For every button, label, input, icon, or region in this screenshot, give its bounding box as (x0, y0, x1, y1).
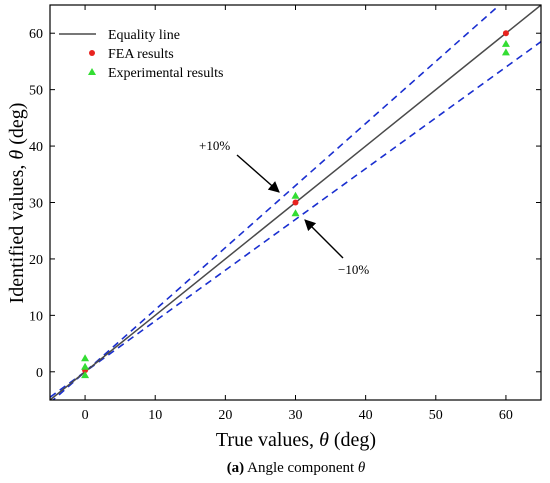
annotation-minus: −10% (304, 219, 369, 277)
annotation-plus-arrow (236, 154, 280, 193)
legend-label-equality: Equality line (108, 28, 180, 43)
fea-point-1 (292, 199, 299, 206)
annotation-plus-label: +10% (199, 138, 230, 153)
experimental-point-0 (81, 354, 90, 362)
annotation-plus: +10% (199, 138, 280, 193)
x-tick-label-60: 60 (499, 408, 513, 423)
y-tick-label-40: 40 (29, 140, 43, 155)
figure-caption: (a) Angle component θ (227, 460, 366, 476)
experimental-point-3 (291, 191, 300, 199)
x-tick-label-30: 30 (289, 408, 303, 423)
plot-area (50, 5, 541, 400)
axis-ticks: 0 10 20 30 40 50 60 0 10 20 30 40 50 60 (29, 5, 541, 423)
y-tick-label-60: 60 (29, 27, 43, 42)
legend-label-fea: FEA results (108, 47, 174, 62)
experimental-point-1 (81, 362, 90, 370)
y-tick-label-20: 20 (29, 253, 43, 268)
annotation-minus-label: −10% (338, 262, 369, 277)
x-tick-label-50: 50 (429, 408, 443, 423)
x-tick-label-40: 40 (359, 408, 373, 423)
x-tick-label-0: 0 (82, 408, 89, 423)
y-tick-label-10: 10 (29, 309, 43, 324)
legend-label-experimental: Experimental results (108, 66, 223, 81)
x-tick-label-10: 10 (148, 408, 162, 423)
y-tick-label-0: 0 (36, 366, 43, 381)
x-axis-title: True values, θ (deg) (216, 429, 376, 451)
experimental-point-4 (291, 209, 300, 217)
experimental-point-5 (501, 39, 510, 47)
y-tick-label-50: 50 (29, 84, 43, 99)
legend-swatch-experimental (88, 68, 96, 75)
x-tick-label-20: 20 (218, 408, 232, 423)
legend: Equality line FEA results Experimental r… (59, 28, 223, 81)
experimental-point-6 (501, 48, 510, 56)
bound-line-0 (51, 5, 501, 400)
legend-swatch-fea (89, 50, 95, 56)
y-tick-label-30: 30 (29, 197, 43, 212)
experimental-point-2 (81, 371, 90, 379)
y-axis-title: Identified values, θ (deg) (6, 103, 28, 304)
fea-point-2 (502, 30, 509, 37)
annotation-minus-arrow (304, 219, 344, 259)
bound-line-1 (50, 41, 541, 398)
